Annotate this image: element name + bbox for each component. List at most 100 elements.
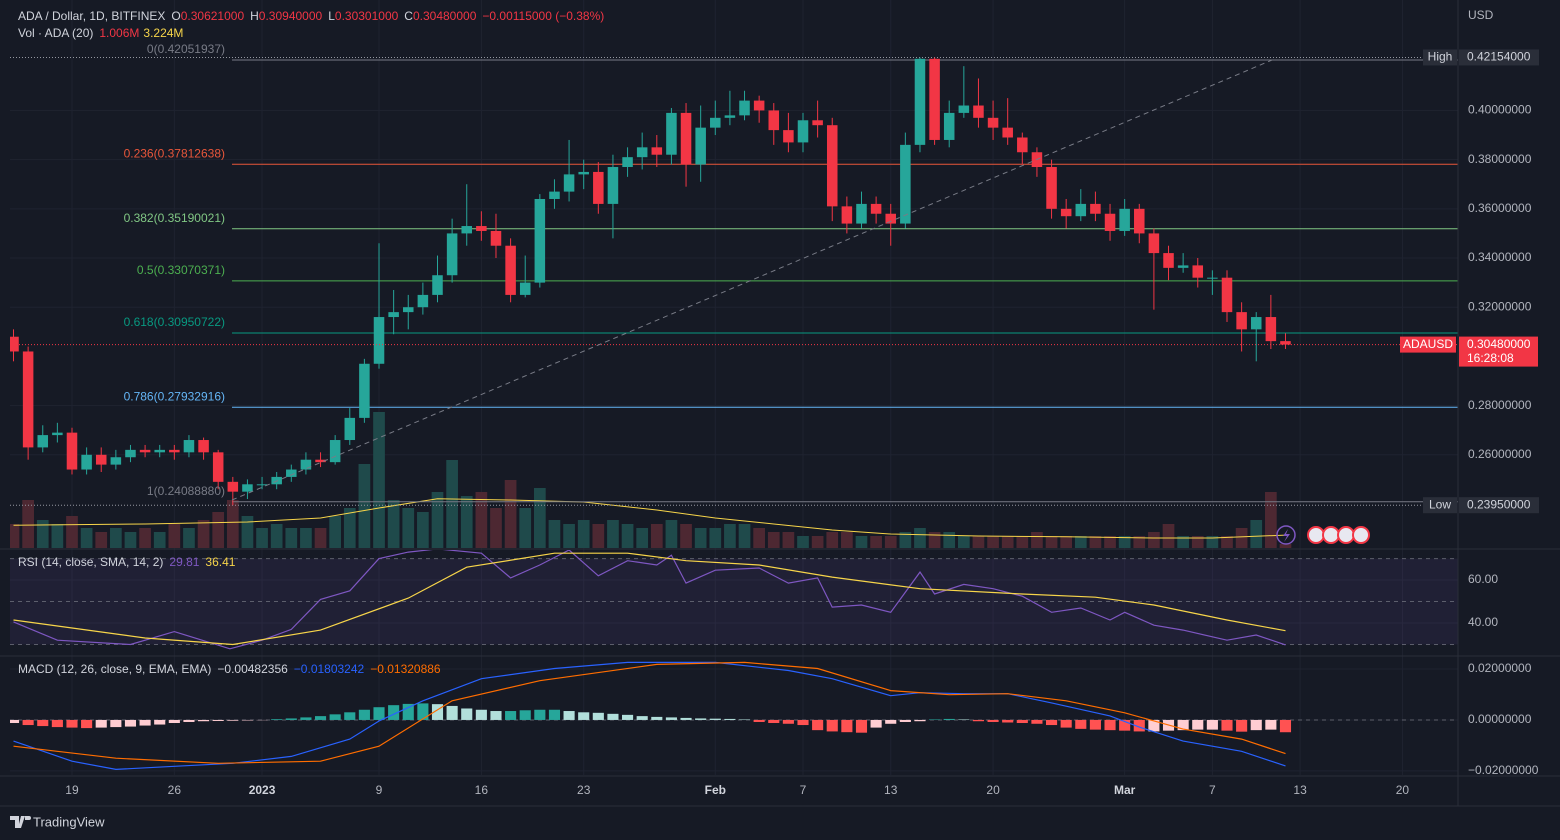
candle-body bbox=[183, 440, 195, 453]
ohlc-value: 0.30621000 bbox=[181, 9, 245, 23]
volume-bar bbox=[168, 524, 181, 548]
fib-level-label: 0.786(0.27932916) bbox=[124, 389, 225, 403]
candle-body bbox=[841, 206, 853, 224]
histogram-bar bbox=[66, 719, 78, 728]
candle-body bbox=[607, 167, 619, 204]
y-tick-label: 0.26000000 bbox=[1468, 447, 1532, 461]
indicator-value: 29.81 bbox=[169, 555, 199, 569]
volume-bar bbox=[841, 532, 853, 548]
candle-body bbox=[563, 174, 575, 192]
histogram-bar bbox=[592, 712, 604, 720]
event-flag[interactable] bbox=[1307, 526, 1325, 544]
histogram-bar bbox=[285, 718, 297, 720]
symbol-label: ADAUSD bbox=[1403, 337, 1453, 351]
event-flag[interactable] bbox=[1322, 526, 1340, 544]
fib-level-label: 0.5(0.33070371) bbox=[137, 263, 225, 277]
volume-bar bbox=[636, 528, 649, 548]
volume-bar bbox=[607, 520, 619, 548]
volume-name: Vol · ADA (20) bbox=[18, 26, 93, 40]
volume-bar bbox=[1133, 536, 1146, 548]
volume-bar bbox=[1221, 536, 1233, 548]
histogram-bar bbox=[622, 714, 634, 720]
candle-body bbox=[446, 233, 458, 276]
histogram-bar bbox=[651, 716, 663, 720]
candle-body bbox=[666, 112, 677, 155]
candle-body bbox=[81, 454, 92, 470]
candle-body bbox=[52, 432, 63, 436]
volume-bar bbox=[826, 532, 839, 548]
volume-bar bbox=[36, 520, 49, 548]
volume-bar bbox=[51, 524, 64, 548]
volume-bar bbox=[1060, 536, 1073, 548]
candle-body bbox=[1148, 233, 1160, 254]
candle-body bbox=[110, 457, 122, 465]
y-tick-label: 0.34000000 bbox=[1468, 250, 1532, 264]
candle-body bbox=[329, 440, 341, 463]
x-tick-label: 23 bbox=[577, 783, 591, 797]
volume-bar bbox=[212, 512, 225, 548]
volume-bar bbox=[1016, 536, 1029, 548]
y-tick-label: 0.02000000 bbox=[1468, 661, 1532, 675]
volume-bar bbox=[1235, 528, 1248, 548]
volume-bar bbox=[124, 532, 137, 548]
x-tick-label: 13 bbox=[884, 783, 898, 797]
candle-body bbox=[812, 120, 823, 126]
volume-bar bbox=[592, 524, 605, 548]
candle-body bbox=[1265, 317, 1277, 342]
x-tick-label: 20 bbox=[986, 783, 1000, 797]
candle-body bbox=[1017, 137, 1028, 153]
histogram-bar bbox=[373, 707, 385, 720]
histogram-bar bbox=[1265, 719, 1277, 730]
histogram-bar bbox=[1279, 719, 1292, 733]
candle-body bbox=[943, 112, 955, 140]
range-name-box bbox=[1423, 49, 1457, 66]
volume-bar bbox=[1250, 520, 1263, 548]
histogram-bar bbox=[1250, 719, 1262, 731]
fib-level-label: 0.236(0.37812638) bbox=[124, 146, 225, 160]
fib-level-label: 0.382(0.35190021) bbox=[124, 211, 225, 225]
histogram-bar bbox=[1089, 719, 1101, 730]
volume-bar bbox=[1265, 492, 1277, 548]
histogram-bar bbox=[198, 719, 210, 722]
histogram-bar bbox=[534, 709, 546, 720]
y-tick-label: 0.28000000 bbox=[1468, 398, 1532, 412]
histogram-bar bbox=[1236, 719, 1248, 732]
event-flag[interactable] bbox=[1337, 526, 1355, 544]
ohlc-value: 0.30301000 bbox=[335, 9, 399, 23]
volume-bar bbox=[226, 500, 239, 548]
histogram-bar bbox=[695, 718, 707, 720]
histogram-bar bbox=[578, 712, 590, 720]
indicator-value: −0.00482356 bbox=[217, 662, 288, 676]
histogram-bar bbox=[22, 719, 34, 726]
indicator-icons bbox=[1276, 525, 1370, 545]
tradingview-logo[interactable]: TradingView bbox=[10, 814, 105, 829]
histogram-bar bbox=[782, 719, 794, 724]
histogram-bar bbox=[271, 719, 283, 720]
event-flag[interactable] bbox=[1352, 526, 1370, 544]
histogram-bar bbox=[1016, 719, 1028, 724]
histogram-bar bbox=[519, 710, 531, 720]
histogram-bar bbox=[475, 709, 487, 720]
volume-bar bbox=[402, 508, 415, 548]
volume-bar bbox=[767, 532, 780, 548]
indicator-value: −0.01320886 bbox=[370, 662, 441, 676]
macd-line bbox=[13, 661, 1286, 764]
histogram-bar bbox=[431, 704, 444, 720]
volume-bar bbox=[709, 528, 722, 548]
ohlc-value: 0.30940000 bbox=[259, 9, 323, 23]
ohlc-key: H bbox=[250, 9, 259, 23]
x-tick-label: Mar bbox=[1114, 783, 1136, 797]
candle-body bbox=[739, 100, 750, 116]
histogram-bar bbox=[1133, 719, 1145, 732]
candle-body bbox=[1134, 208, 1145, 234]
volume-bar bbox=[431, 492, 444, 548]
candle-body bbox=[549, 191, 560, 199]
histogram-bar bbox=[870, 719, 882, 728]
candle-body bbox=[66, 432, 78, 470]
lightning-icon[interactable] bbox=[1276, 525, 1296, 545]
histogram-bar bbox=[738, 719, 751, 720]
candle-body bbox=[885, 213, 896, 224]
histogram-bar bbox=[358, 709, 370, 720]
volume-bar bbox=[1104, 536, 1116, 548]
volume-bar bbox=[1162, 524, 1175, 548]
